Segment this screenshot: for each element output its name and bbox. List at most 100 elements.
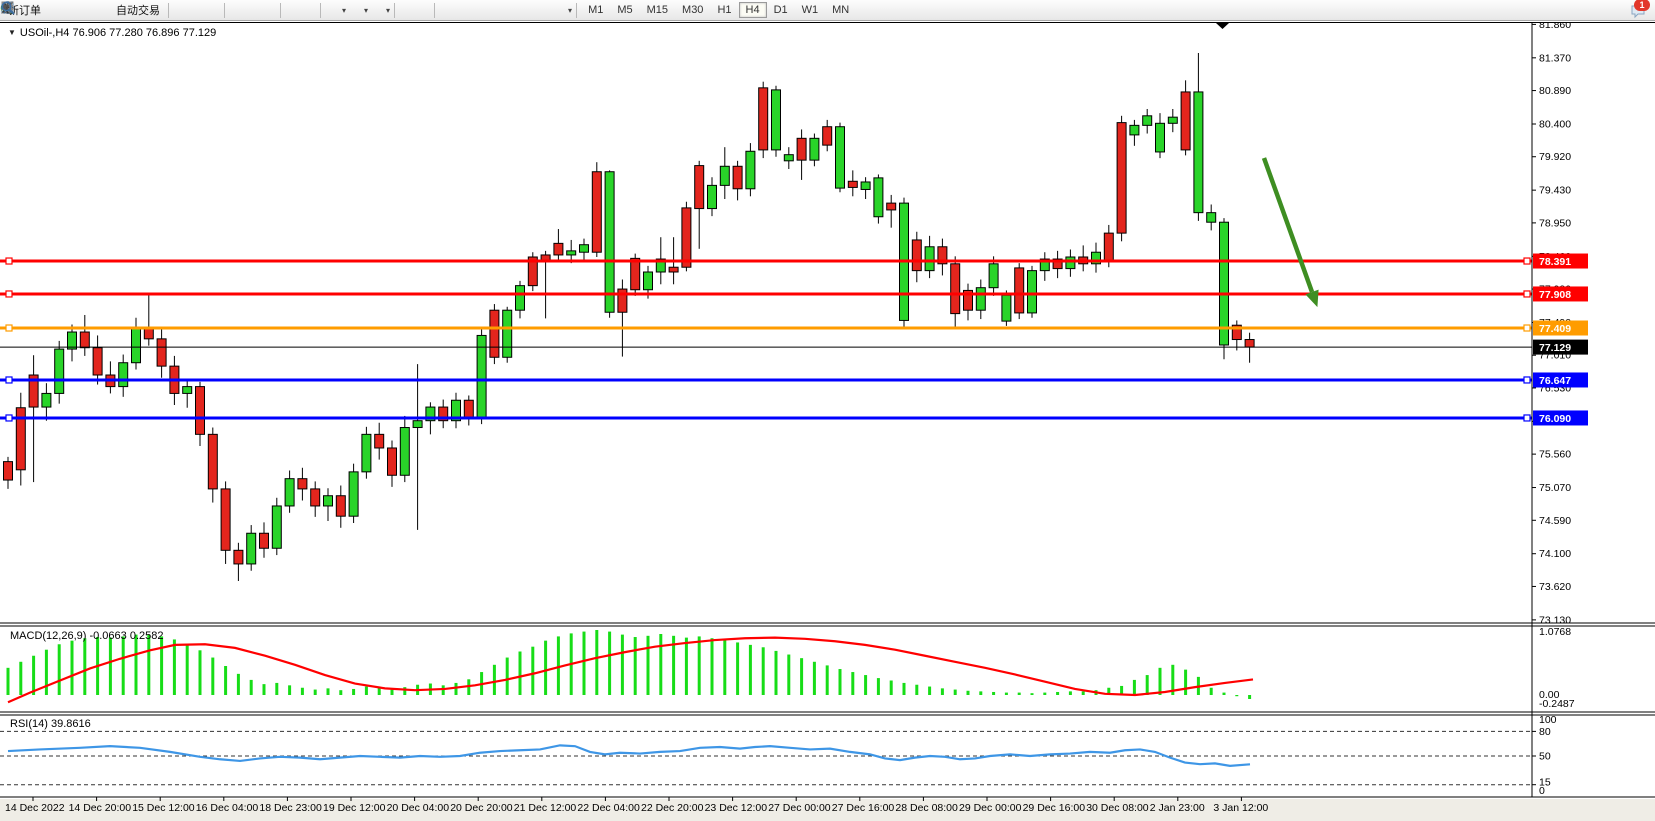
timeframe-H1[interactable]: H1 <box>717 4 732 16</box>
candle-71 <box>911 239 922 272</box>
vertical-line-icon[interactable] <box>6 2 454 18</box>
x-axis-label: 2 Jan 23:00 <box>1150 802 1205 814</box>
svg-text:F: F <box>9 10 13 15</box>
chart-title-text: USOil-,H4 76.906 77.280 76.896 77.129 <box>19 27 217 39</box>
candle-9 <box>118 362 129 388</box>
search-icon[interactable] <box>1 1 1619 18</box>
candle-14 <box>182 386 193 394</box>
x-axis-label: 28 Dec 08:00 <box>895 802 958 814</box>
candle-47 <box>604 171 615 313</box>
x-axis-label: 20 Dec 20:00 <box>450 802 513 814</box>
fibonacci-icon[interactable]: F <box>2 2 518 18</box>
x-axis-label: 30 Dec 08:00 <box>1086 802 1149 814</box>
indicators-caret[interactable]: ▾ <box>342 5 347 15</box>
candle-33 <box>425 406 436 422</box>
x-axis-label: 18 Dec 23:00 <box>259 802 322 814</box>
candle-26 <box>335 495 346 517</box>
x-axis-label: 14 Dec 20:00 <box>69 802 132 814</box>
candle-5 <box>67 331 77 350</box>
tile-windows-icon[interactable] <box>1 1 276 18</box>
candle-52 <box>668 266 679 273</box>
rsi-scale-label: 50 <box>1539 751 1551 763</box>
candle-22 <box>284 478 295 507</box>
candle-54 <box>694 165 705 210</box>
y-axis-label: 79.430 <box>1539 185 1571 197</box>
candle-40 <box>515 285 525 311</box>
timeframe-M30[interactable]: M30 <box>682 4 704 16</box>
cursor-icon[interactable] <box>4 2 414 18</box>
zoom-in-icon[interactable] <box>1 1 244 18</box>
y-axis-label: 75.070 <box>1539 482 1571 494</box>
templates-caret[interactable]: ▾ <box>386 5 391 15</box>
x-axis-label: 27 Dec 00:00 <box>768 802 831 814</box>
auto-scroll-icon[interactable] <box>1 2 300 18</box>
bar-chart-icon[interactable] <box>1 2 188 18</box>
y-axis-label: 74.100 <box>1539 548 1571 560</box>
chart-dropdown-icon[interactable]: ▼ <box>8 28 16 37</box>
candle-51 <box>655 258 666 273</box>
equidistant-channel-icon[interactable]: E <box>1 1 502 18</box>
candle-59 <box>758 87 769 151</box>
candle-90 <box>1155 122 1165 153</box>
candlestick-chart-icon[interactable] <box>1 2 204 18</box>
timeframe-H4[interactable]: H4 <box>738 2 767 18</box>
chart-canvas[interactable]: MACD(12,26,9) -0.0663 0.2582 RSI(14) 39.8… <box>0 22 1655 821</box>
rsi-scale-label: 0 <box>1539 785 1545 797</box>
periods-caret[interactable]: ▾ <box>364 5 369 15</box>
candle-6 <box>79 331 90 349</box>
mql5-community-icon[interactable] <box>0 2 77 18</box>
rsi-label: RSI(14) 39.8616 <box>10 718 91 730</box>
chart-shift-icon[interactable] <box>1 2 316 18</box>
indicators-icon[interactable] <box>2 1 340 18</box>
svg-text:A: A <box>4 1 12 15</box>
new-order-button[interactable]: 新订单 <box>4 1 45 19</box>
market-icon[interactable] <box>1 2 61 18</box>
timeframe-M5[interactable]: M5 <box>617 4 633 16</box>
candle-7 <box>92 347 103 376</box>
rsi-scale-label: 100 <box>1539 714 1557 726</box>
timeframe-W1[interactable]: W1 <box>801 4 819 16</box>
crosshair-icon[interactable] <box>2 2 430 18</box>
templates-icon[interactable] <box>1 2 384 18</box>
candle-10 <box>131 326 141 364</box>
y-axis-label: 80.400 <box>1539 118 1571 130</box>
macd-signal-line <box>7 636 1254 704</box>
price-badge <box>1533 253 1588 269</box>
zoom-out-icon[interactable] <box>1 1 260 18</box>
candle-1 <box>15 407 26 471</box>
price-badge <box>1533 372 1588 388</box>
candle-53 <box>681 207 692 268</box>
candle-75 <box>963 289 973 311</box>
horizontal-line-icon[interactable] <box>2 3 470 18</box>
candle-64 <box>822 126 833 146</box>
trendline-icon[interactable] <box>1 1 486 18</box>
x-axis-label: 16 Dec 04:00 <box>196 802 259 814</box>
text-icon[interactable]: A <box>4 1 534 18</box>
candle-20 <box>259 532 269 549</box>
text-label-icon[interactable]: T <box>1 1 550 18</box>
chart-title[interactable]: ▼ USOil-,H4 76.906 77.280 76.896 77.129 <box>8 27 216 39</box>
arrows-caret[interactable]: ▾ <box>568 5 573 15</box>
separator <box>434 2 436 18</box>
autotrading-button[interactable]: 自动交易 <box>1 1 164 19</box>
timeframe-M1[interactable]: M1 <box>588 4 604 16</box>
signals-icon[interactable] <box>0 3 93 18</box>
timeframe-M15[interactable]: M15 <box>646 4 669 16</box>
svg-text:76.647: 76.647 <box>1539 375 1571 387</box>
periods-clock-icon[interactable] <box>1 1 362 18</box>
line-chart-icon[interactable] <box>1 2 220 18</box>
arrows-icon[interactable] <box>1 3 566 18</box>
candle-82 <box>1052 258 1063 270</box>
notifications-icon[interactable]: 1 <box>1630 0 1650 18</box>
candle-57 <box>732 165 743 190</box>
candle-58 <box>745 150 756 190</box>
candle-43 <box>553 242 564 256</box>
timeframe-D1[interactable]: D1 <box>773 4 788 16</box>
candle-80 <box>1027 270 1037 314</box>
candle-69 <box>886 202 897 211</box>
candle-45 <box>579 244 589 253</box>
x-axis-label: 20 Dec 04:00 <box>387 802 450 814</box>
candle-87 <box>1116 122 1127 234</box>
timeframe-MN[interactable]: MN <box>832 4 850 16</box>
candle-92 <box>1180 91 1191 151</box>
